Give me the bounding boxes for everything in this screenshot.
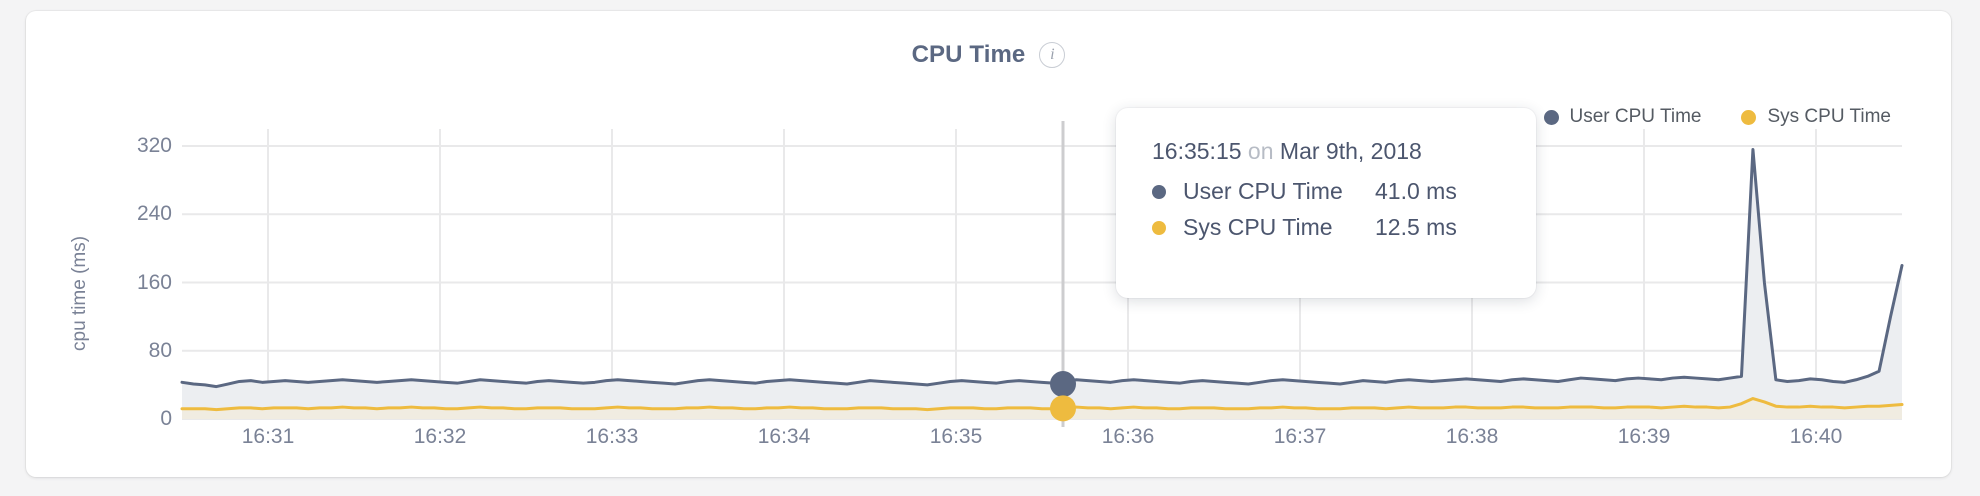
series-line-sys (180, 397, 1904, 412)
series-line-user (180, 147, 1904, 389)
tooltip-on-word: on (1247, 138, 1274, 164)
legend-label-sys: Sys CPU Time (1767, 106, 1891, 127)
hover-marker-user[interactable] (1050, 371, 1076, 398)
legend-dot-user (1543, 109, 1559, 125)
tooltip-dot-user (1152, 184, 1166, 199)
x-axis-tick-16-38: 16:38 (1445, 425, 1499, 448)
title-row: CPU Time i (26, 41, 1951, 69)
x-axis-tick-16-39: 16:39 (1617, 425, 1671, 448)
y-axis-tick-80: 80 (148, 338, 172, 362)
legend-dot-sys (1741, 109, 1757, 125)
info-icon[interactable]: i (1039, 42, 1066, 68)
tooltip-time-value: 16:35:15 (1152, 138, 1242, 164)
x-axis-tick-16-34: 16:34 (757, 425, 811, 448)
tooltip-row-sys: Sys CPU Time 12.5 ms (1152, 214, 1536, 241)
x-axis-ticks: 16:31 16:32 16:33 16:34 16:35 16:36 16:37 16:38… (182, 425, 1902, 455)
cpu-time-card: CPU Time i User CPU Time Sys CPU Time cp… (26, 11, 1951, 477)
hover-tooltip: 16:35:15 on Mar 9th, 2018 User CPU Time … (1116, 108, 1536, 298)
tooltip-row-user: User CPU Time 41.0 ms (1152, 178, 1536, 205)
legend-item-user-cpu-time[interactable]: User CPU Time (1543, 106, 1702, 128)
x-axis-tick-16-37: 16:37 (1273, 425, 1327, 448)
tooltip-timestamp: 16:35:15 on Mar 9th, 2018 (1152, 138, 1536, 165)
y-axis-tick-0: 0 (160, 407, 172, 430)
chart-svg (180, 121, 1904, 427)
x-axis-tick-16-35: 16:35 (929, 425, 983, 448)
tooltip-label-sys: Sys CPU Time (1183, 214, 1333, 240)
chart-plot-area[interactable] (180, 121, 1904, 427)
tooltip-date-value: Mar 9th, 2018 (1279, 138, 1422, 164)
x-axis-tick-16-31: 16:31 (241, 425, 295, 448)
tooltip-dot-sys (1152, 220, 1166, 235)
tooltip-value-user: 41.0 ms (1375, 178, 1457, 204)
page-title: CPU Time (911, 41, 1026, 68)
x-axis-tick-16-33: 16:33 (585, 425, 639, 448)
series-area-user (182, 149, 1902, 419)
chart-legend: User CPU Time Sys CPU Time (1543, 106, 1891, 128)
y-axis-label: cpu time (ms) (69, 235, 90, 351)
legend-label-user: User CPU Time (1569, 106, 1702, 127)
tooltip-label-user: User CPU Time (1183, 178, 1343, 204)
x-axis-tick-16-40: 16:40 (1789, 425, 1843, 448)
x-axis-tick-16-36: 16:36 (1101, 425, 1155, 448)
x-axis-tick-16-32: 16:32 (413, 425, 467, 448)
hover-marker-sys[interactable] (1050, 395, 1076, 422)
y-axis-tick-240: 240 (136, 202, 172, 226)
legend-item-sys-cpu-time[interactable]: Sys CPU Time (1741, 106, 1891, 128)
y-axis-ticks: 0 80 160 240 320 (122, 129, 172, 430)
y-axis-tick-320: 320 (136, 134, 172, 158)
y-axis-tick-160: 160 (136, 270, 172, 294)
tooltip-value-sys: 12.5 ms (1375, 214, 1457, 240)
